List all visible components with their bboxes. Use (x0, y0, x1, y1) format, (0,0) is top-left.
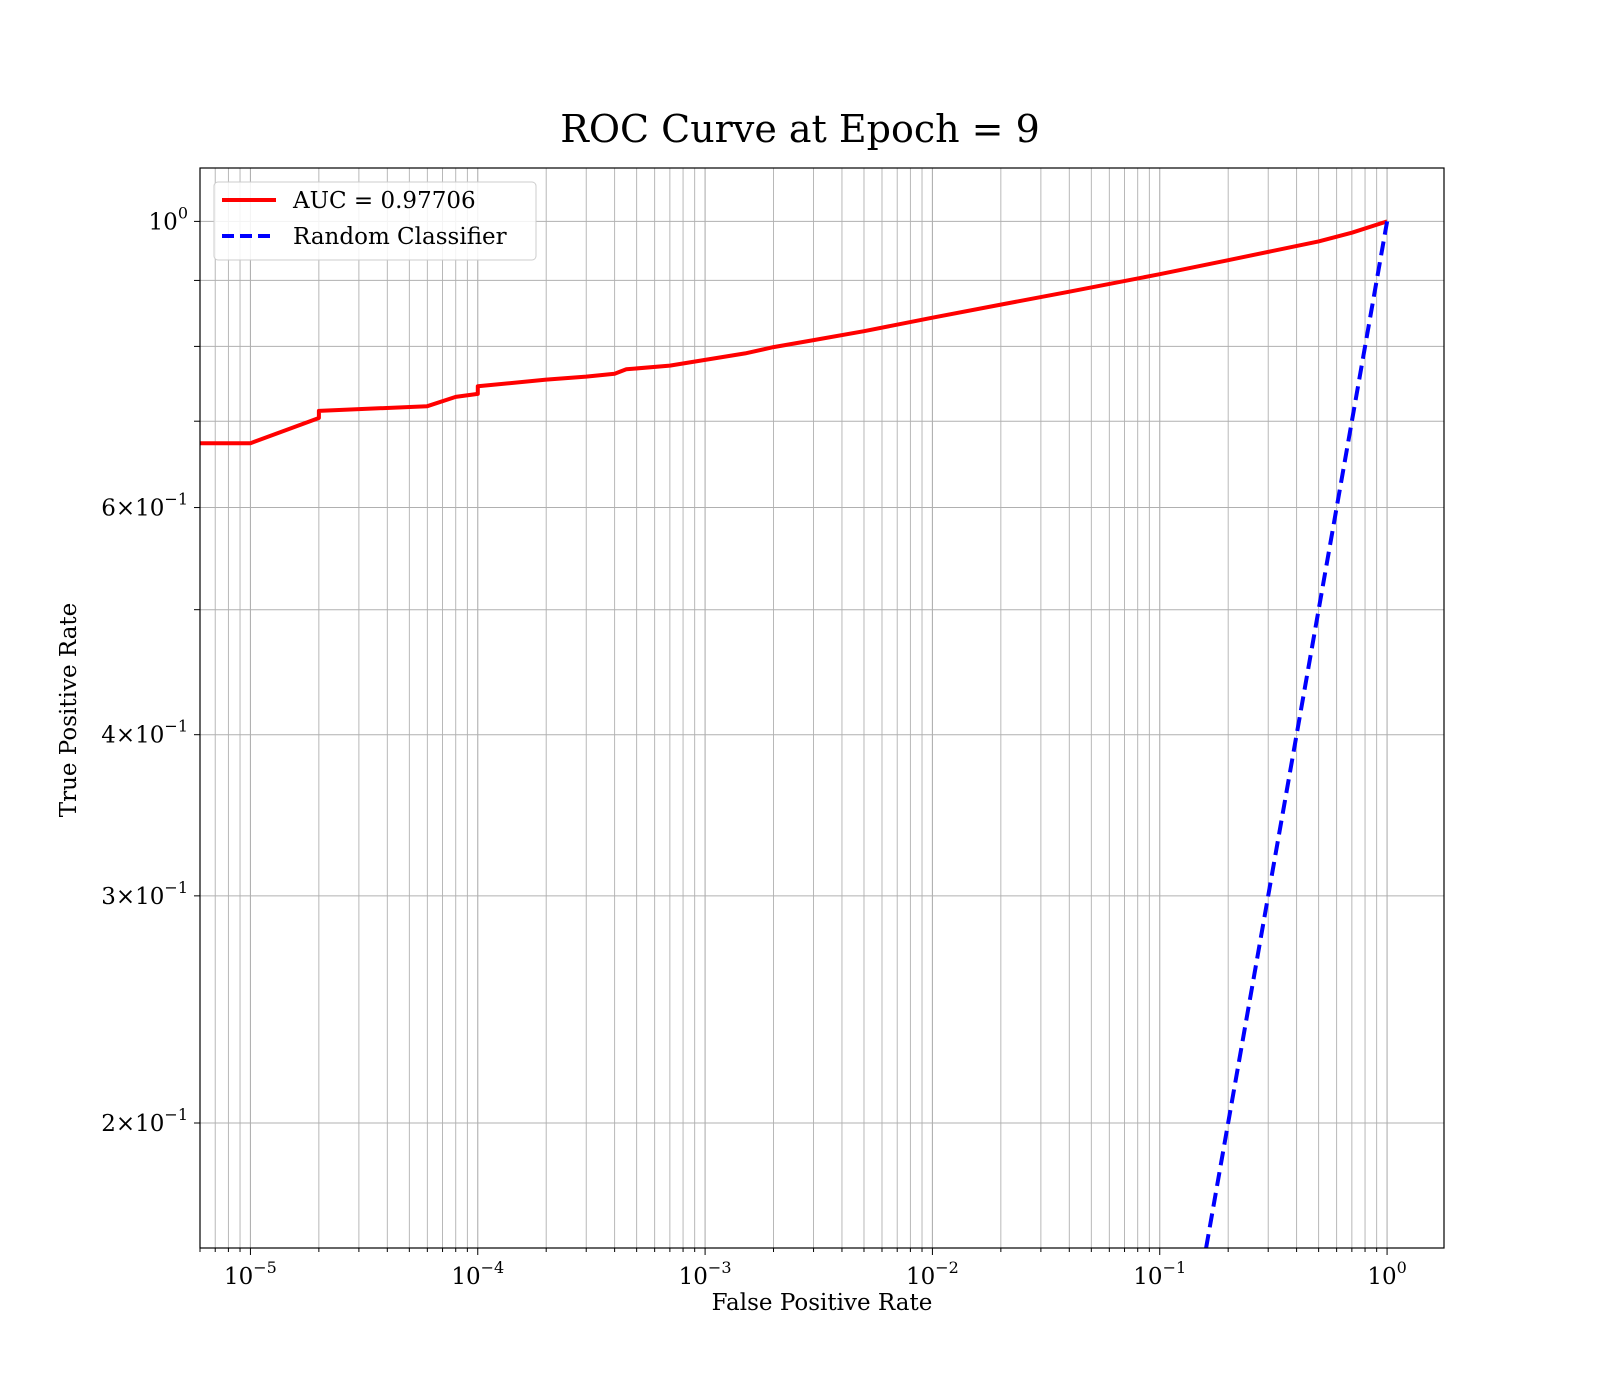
series-layer (200, 219, 1390, 1248)
legend-box (213, 181, 537, 261)
grid-lines (199, 168, 1444, 1248)
legend: AUC = 0.97706 Random Classifier (213, 181, 537, 261)
roc-curve-line (200, 219, 1388, 446)
x-tick-label: 100 (1367, 1258, 1406, 1290)
random-classifier-line (1204, 221, 1390, 1248)
legend-label-auc: AUC = 0.97706 (292, 188, 476, 214)
plot-frame (199, 167, 1445, 1249)
x-tick-label: 10−2 (906, 1258, 959, 1290)
x-tick-label: 10−4 (451, 1258, 504, 1290)
y-tick-label: 6×10−1 (101, 490, 188, 522)
x-tick-label: 10−1 (1133, 1258, 1186, 1290)
y-tick-label: 100 (149, 203, 188, 235)
y-axis-label: True Positive Rate (56, 603, 82, 818)
x-axis-label: False Positive Rate (712, 1290, 933, 1316)
legend-label-random: Random Classifier (293, 224, 507, 250)
y-tick-label: 4×10−1 (101, 717, 188, 749)
y-tick-label: 3×10−1 (101, 878, 188, 910)
y-tick-labels: 100 6×10−1 4×10−1 3×10−1 2×10−1 (101, 203, 188, 1137)
y-tick-label: 2×10−1 (101, 1105, 188, 1137)
tick-marks (194, 220, 1388, 1255)
x-tick-label: 10−3 (679, 1258, 732, 1290)
x-tick-label: 10−5 (224, 1258, 277, 1290)
chart-title: ROC Curve at Epoch = 9 (560, 107, 1040, 151)
x-tick-labels: 10−5 10−4 10−3 10−2 10−1 100 (224, 1258, 1407, 1290)
